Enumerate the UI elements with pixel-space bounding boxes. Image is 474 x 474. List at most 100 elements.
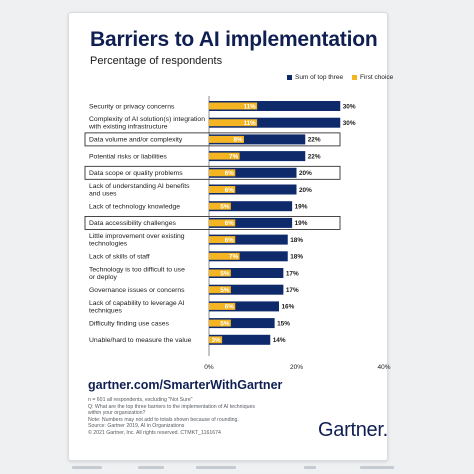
- bar-sum-of-top-three: [209, 234, 288, 245]
- footnote-line: Source: Gartner 2019, AI in Organization…: [88, 423, 185, 430]
- bar-first-choice: [209, 252, 240, 260]
- highlight-box: [84, 132, 341, 147]
- legend-label-first: First choice: [360, 74, 394, 81]
- data-label-first-choice: 6%: [225, 170, 234, 177]
- data-label-sum: 30%: [343, 103, 356, 110]
- data-label-sum: 19%: [295, 220, 308, 227]
- category-label: Governance issues or concerns: [89, 287, 185, 294]
- data-label-sum: 17%: [286, 287, 299, 294]
- data-label-sum: 19%: [295, 204, 308, 211]
- bar-sum-of-top-three: [209, 268, 284, 278]
- bar-first-choice: [209, 319, 231, 327]
- data-label-first-choice: 6%: [225, 304, 234, 311]
- bar-first-choice: [209, 119, 258, 127]
- x-tick-label: 0%: [204, 364, 214, 371]
- data-label-first-choice: 6%: [225, 187, 234, 194]
- category-label-line2: technologies: [89, 241, 128, 248]
- bar-sum-of-top-three: [209, 184, 297, 195]
- bar-sum-of-top-three: [209, 151, 306, 162]
- footnote-line: Note: Numbers may not add to totals show…: [88, 416, 239, 423]
- footnote-line: within your organization?: [88, 410, 146, 417]
- legend-label-sum: Sum of top three: [295, 74, 344, 81]
- data-label-sum: 20%: [299, 187, 312, 194]
- chart-subtitle: Percentage of respondents: [90, 55, 223, 67]
- data-label-sum: 15%: [277, 320, 290, 327]
- data-label-first-choice: 7%: [229, 254, 238, 261]
- category-label: Data scope or quality problems: [89, 170, 183, 177]
- bar-sum-of-top-three: [209, 318, 275, 329]
- legend-sum-of-top-three: Sum of top three: [287, 74, 343, 81]
- bar-first-choice: [209, 186, 236, 193]
- legend-swatch-navy: [287, 75, 292, 80]
- bar-first-choice: [209, 302, 236, 310]
- bar-sum-of-top-three: [209, 101, 341, 111]
- highlight-box: [84, 215, 341, 230]
- data-label-sum: 22%: [308, 153, 321, 160]
- bar-sum-of-top-three: [209, 334, 271, 345]
- bar-first-choice: [209, 135, 244, 143]
- bar-sum-of-top-three: [209, 301, 279, 312]
- data-label-first-choice: 7%: [229, 153, 238, 160]
- category-label-line2: and uses: [89, 191, 117, 198]
- category-label: Little improvement over existing: [89, 233, 185, 240]
- data-label-sum: 16%: [282, 304, 295, 311]
- bar-first-choice: [209, 269, 231, 277]
- category-label: Unable/hard to measure the value: [89, 337, 192, 344]
- bar-first-choice: [209, 336, 223, 344]
- category-label: Security or privacy concerns: [89, 103, 175, 110]
- bar-first-choice: [209, 219, 236, 227]
- category-label: Difficulty finding use cases: [89, 320, 170, 327]
- gartner-url: gartner.com/SmarterWithGartner: [88, 378, 283, 392]
- legend-first-choice: First choice: [352, 74, 393, 81]
- category-label: Complexity of AI solution(s) integration: [89, 116, 205, 123]
- bar-sum-of-top-three: [209, 251, 288, 262]
- bar-first-choice: [209, 236, 236, 244]
- category-label-line2: with existing infrastructure: [88, 124, 168, 131]
- bar-sum-of-top-three: [209, 217, 293, 228]
- data-label-sum: 20%: [299, 170, 312, 177]
- category-label: Data volume and/or complexity: [89, 137, 183, 144]
- data-label-first-choice: 6%: [225, 220, 234, 227]
- data-label-sum: 18%: [290, 237, 303, 244]
- category-label: Lack of skills of staff: [89, 254, 150, 261]
- data-label-sum: 30%: [343, 120, 356, 127]
- bar-sum-of-top-three: [209, 167, 297, 178]
- data-label-first-choice: 8%: [234, 137, 243, 144]
- gartner-logo: Gartner.: [318, 419, 388, 441]
- footnote-line: n = 601 all respondents, excluding "Not …: [88, 397, 193, 403]
- next-card-edge: [68, 462, 398, 472]
- bar-sum-of-top-three: [209, 201, 293, 212]
- bar-first-choice: [209, 286, 231, 294]
- bar-first-choice: [209, 152, 240, 160]
- bar-sum-of-top-three: [209, 284, 284, 295]
- footnotes: n = 601 all respondents, excluding "Not …: [88, 397, 255, 437]
- legend-swatch-gold: [352, 75, 357, 80]
- data-label-first-choice: 11%: [244, 120, 257, 127]
- data-label-first-choice: 5%: [220, 320, 229, 327]
- data-label-sum: 17%: [286, 270, 299, 277]
- data-label-first-choice: 5%: [220, 287, 229, 294]
- bar-first-choice: [209, 169, 236, 177]
- data-label-first-choice: 11%: [244, 103, 257, 110]
- data-label-first-choice: 3%: [212, 337, 221, 344]
- data-label-sum: 18%: [290, 254, 303, 261]
- footnote-line: © 2021 Gartner, Inc. All rights reserved…: [88, 429, 221, 436]
- category-label-line2: or deploy: [89, 274, 118, 281]
- bar-first-choice: [209, 202, 231, 210]
- chart-title: Barriers to AI implementation: [90, 28, 378, 51]
- bar-sum-of-top-three: [209, 117, 341, 128]
- category-label: Lack of understanding AI benefits: [89, 183, 190, 190]
- category-label: Data accessibility challenges: [89, 220, 176, 227]
- data-label-first-choice: 5%: [220, 270, 229, 277]
- data-label-first-choice: 6%: [225, 237, 234, 244]
- bar-sum-of-top-three: [209, 134, 306, 145]
- footnote-line: Q: What are the top three barriers to th…: [88, 403, 255, 410]
- category-label: Potential risks or liabilities: [89, 153, 167, 160]
- bar-first-choice: [209, 102, 258, 110]
- data-label-sum: 14%: [273, 337, 286, 344]
- category-label: Lack of capability to leverage AI: [89, 300, 185, 307]
- category-label: Technology is too difficult to use: [89, 267, 185, 274]
- x-tick-label: 40%: [377, 364, 390, 371]
- x-tick-label: 20%: [290, 364, 303, 371]
